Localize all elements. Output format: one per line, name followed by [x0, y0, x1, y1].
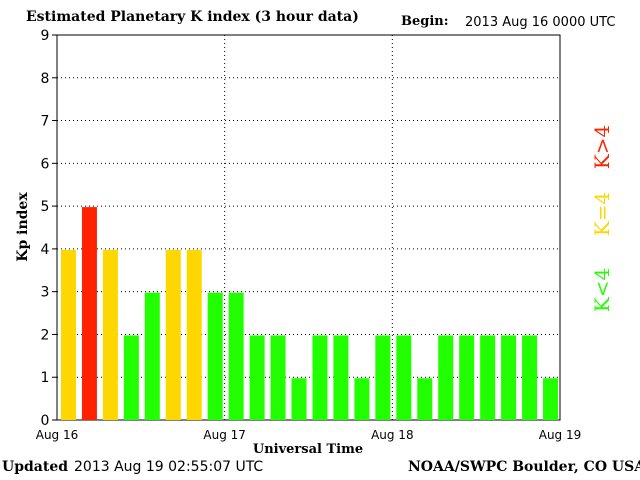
kp-bar — [165, 249, 181, 420]
kp-bar — [522, 335, 538, 420]
kp-bar — [144, 292, 160, 420]
y-tick-label: 9 — [41, 28, 50, 44]
y-tick-label: 3 — [41, 285, 50, 301]
x-tick-label: Aug 16 — [36, 428, 79, 442]
chart-title: Estimated Planetary K index (3 hour data… — [26, 9, 359, 25]
x-axis-title: Universal Time — [253, 442, 363, 457]
kp-bar — [417, 378, 433, 420]
y-tick-label: 7 — [41, 114, 50, 130]
kp-bar — [81, 207, 97, 420]
kp-bar — [60, 249, 76, 420]
updated-value: 2013 Aug 19 02:55:07 UTC — [74, 459, 264, 475]
x-tick-label: Aug 17 — [203, 428, 246, 442]
y-tick-label: 5 — [41, 199, 50, 215]
kp-bar — [312, 335, 328, 420]
legend-item: K<4 — [590, 268, 614, 312]
kp-bar — [375, 335, 391, 420]
begin-label: Begin: — [401, 14, 449, 29]
begin-value: 2013 Aug 16 0000 UTC — [465, 15, 616, 30]
legend-item: K>4 — [590, 125, 614, 169]
kp-bar — [459, 335, 475, 420]
updated-label: Updated — [2, 459, 69, 475]
x-tick-label: Aug 18 — [371, 428, 414, 442]
x-tick-label: Aug 19 — [539, 428, 582, 442]
kp-bar — [186, 249, 202, 420]
legend-item: K=4 — [590, 192, 614, 236]
plot-frame — [56, 34, 561, 421]
kp-bar — [396, 335, 412, 420]
kp-bar — [207, 292, 223, 420]
kp-bar — [291, 378, 307, 420]
y-tick-label: 8 — [41, 71, 50, 87]
y-axis-title: Kp index — [15, 192, 31, 262]
kp-bar — [543, 378, 559, 420]
y-tick-label: 2 — [41, 327, 50, 343]
y-tick-label: 4 — [41, 242, 50, 258]
y-tick-label: 1 — [41, 370, 50, 386]
kp-bar — [228, 292, 244, 420]
kp-bar — [354, 378, 370, 420]
y-tick-label: 6 — [41, 156, 50, 172]
y-tick-label: 0 — [41, 413, 50, 429]
kp-bar — [438, 335, 454, 420]
source-label: NOAA/SWPC Boulder, CO USA — [408, 459, 640, 475]
kp-bar — [270, 335, 286, 420]
kp-bar — [333, 335, 349, 420]
kp-bar — [249, 335, 265, 420]
kp-bar — [501, 335, 517, 420]
kp-bar — [102, 249, 118, 420]
kp-bar — [480, 335, 496, 420]
kp-bar — [123, 335, 139, 420]
